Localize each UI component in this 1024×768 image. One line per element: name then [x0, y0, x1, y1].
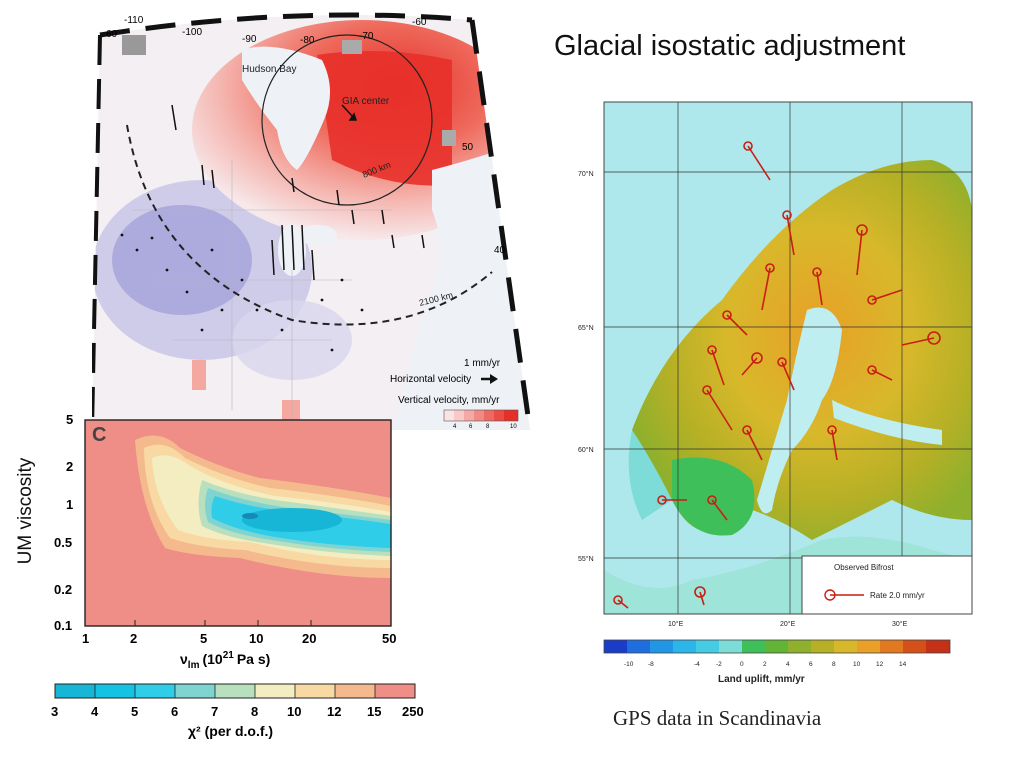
panel-letter: C: [92, 424, 106, 446]
velocity-scale-label: 1 mm/yr: [464, 358, 501, 369]
uplift-tick-neg8: -8: [648, 661, 654, 668]
scandinavia-gps-map: 70°N 65°N 60°N 55°N 10°E 20°E 30°E Obser…: [578, 101, 973, 685]
cb-tick-10: 10: [287, 704, 301, 719]
land-uplift-label: Land uplift, mm/yr: [718, 674, 805, 685]
chi2-colorbar: [54, 683, 416, 699]
cb-tick-4: 4: [91, 704, 99, 719]
lon-label-60: -60: [412, 17, 427, 28]
lat-label-50: 50: [462, 142, 474, 153]
cb-tick-12: 12: [327, 704, 341, 719]
uplift-tick-neg10: -10: [624, 661, 634, 668]
cb-tick-6: 6: [171, 704, 178, 719]
north-america-gia-map: -110 -100 -90 -80 -70 -60 60 50 40 Hudso…: [92, 12, 530, 430]
y-tick-0.2: 0.2: [54, 582, 72, 597]
x-tick-10: 10: [249, 631, 263, 646]
x-ticks: 1 2 5 10 20 50: [82, 620, 396, 646]
uplift-tick-neg2: -2: [716, 661, 722, 668]
uplift-tick-2: 2: [763, 661, 767, 668]
cb-tick-3: 3: [51, 704, 58, 719]
um-viscosity-label: UM viscosity: [15, 457, 36, 565]
uplift-tick-0: 0: [740, 661, 744, 668]
uplift-tick-6: 6: [809, 661, 813, 668]
land-uplift-colorbar: [603, 639, 951, 654]
x-tick-5: 5: [200, 631, 207, 646]
lat-label-40: 40: [494, 245, 506, 256]
y-ticks: 5 2 1 0.5 0.2 0.1: [54, 412, 73, 633]
lat-label-65n: 65°N: [578, 324, 594, 332]
uplift-tick-14: 14: [899, 661, 907, 668]
lat-label-70n: 70°N: [578, 170, 594, 178]
cb-tick-7: 7: [211, 704, 218, 719]
lat-label-60n: 60°N: [578, 446, 594, 454]
lon-label-80: -80: [300, 35, 315, 46]
cb-tick-8: 8: [251, 704, 258, 719]
cb-tick-15: 15: [367, 704, 381, 719]
legend-title: Observed Bifrost: [834, 563, 894, 572]
x-axis-label: νlm (1021 Pa s): [180, 650, 270, 671]
lon-label-100: -100: [182, 27, 202, 38]
y-tick-0.5: 0.5: [54, 535, 72, 550]
uplift-tick-neg4: -4: [694, 661, 700, 668]
gia-center-label: GIA center: [342, 96, 390, 107]
uplift-tick-10: 10: [853, 661, 861, 668]
x-tick-2: 2: [130, 631, 137, 646]
uplift-tick-8: 8: [832, 661, 836, 668]
lon-label-110: -110: [124, 15, 144, 26]
lat-label-55n: 55°N: [578, 555, 594, 563]
lat-label-60: 60: [106, 29, 118, 40]
legend-rate: Rate 2.0 mm/yr: [870, 591, 925, 600]
scandinavia-caption: GPS data in Scandinavia: [613, 706, 822, 730]
uplift-tick-4: 4: [786, 661, 790, 668]
viscosity-misfit-plot: 1 2 5 10 20 50 5 2 1 0.5 0.2 0.1 C νlm (1…: [51, 412, 424, 739]
x-tick-20: 20: [302, 631, 316, 646]
vv-tick-8: 8: [486, 424, 490, 430]
vv-tick-10: 10: [510, 424, 517, 430]
slide-title: Glacial isostatic adjustment: [554, 30, 906, 62]
y-tick-0.1: 0.1: [54, 618, 72, 633]
hudson-bay-label: Hudson Bay: [242, 64, 296, 75]
lon-label-30e: 30°E: [892, 620, 908, 628]
cb-tick-250: 250: [402, 704, 424, 719]
vv-tick-6: 6: [469, 424, 473, 430]
bifrost-legend: Observed Bifrost Rate 2.0 mm/yr: [801, 555, 973, 615]
x-tick-1: 1: [82, 631, 89, 646]
lon-label-10e: 10°E: [668, 620, 684, 628]
vv-tick-4: 4: [453, 424, 457, 430]
lon-label-70: -70: [359, 31, 374, 42]
x-tick-50: 50: [382, 631, 396, 646]
horizontal-velocity-label: Horizontal velocity: [390, 374, 471, 385]
vertical-velocity-label: Vertical velocity, mm/yr: [398, 395, 500, 406]
vertical-velocity-colorbar: [443, 409, 519, 422]
y-tick-1: 1: [66, 497, 73, 512]
lon-label-90: -90: [242, 34, 257, 45]
uplift-tick-12: 12: [876, 661, 884, 668]
colorbar-label: χ² (per d.o.f.): [188, 723, 273, 739]
cb-tick-5: 5: [131, 704, 138, 719]
y-tick-2: 2: [66, 459, 73, 474]
y-tick-5: 5: [66, 412, 73, 427]
lon-label-20e: 20°E: [780, 620, 796, 628]
